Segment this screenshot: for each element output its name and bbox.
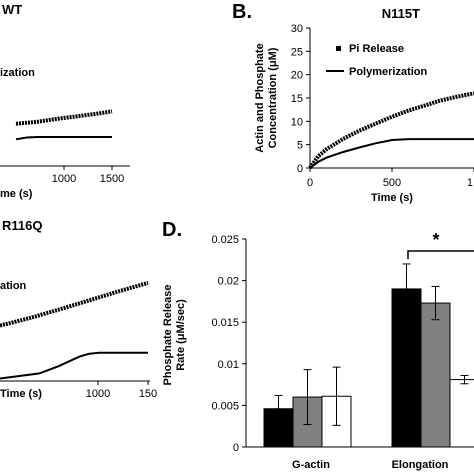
panel-d-y-tick-label: 0.015 bbox=[211, 317, 239, 329]
panel-d-y-tick-label: 0 bbox=[233, 442, 239, 454]
panel-b-y-title-line-1: Actin and Phosphate bbox=[254, 43, 266, 152]
panel-b-y-ticks: 0 5 10 15 20 25 30 bbox=[291, 23, 310, 175]
panel-a: WT ization 1000 1500 me (s) bbox=[0, 2, 130, 200]
panel-b-y-tick-label: 30 bbox=[291, 23, 303, 35]
panel-a-x-title: me (s) bbox=[0, 188, 33, 200]
panel-d-y-ticks: 0 0.005 0.01 0.015 0.02 0.025 bbox=[211, 234, 246, 454]
panel-d-y-tick-label: 0.025 bbox=[211, 234, 239, 246]
panel-d-bar bbox=[420, 302, 451, 448]
panel-c-name: R116Q bbox=[2, 218, 42, 233]
panel-d-bars bbox=[263, 263, 474, 448]
panel-b-y-tick-label: 0 bbox=[297, 163, 303, 175]
panel-b-letter: B. bbox=[232, 1, 252, 23]
panel-d-y-tick-label: 0.01 bbox=[218, 359, 239, 371]
panel-a-name: WT bbox=[2, 2, 22, 17]
panel-b-x-tick-label-500: 500 bbox=[383, 177, 401, 189]
panel-b-legend-marker-points bbox=[336, 46, 341, 51]
panel-d-y-tick-label: 0.02 bbox=[218, 276, 239, 288]
panel-d-bar bbox=[449, 379, 474, 448]
panel-d-y-tick-label: 0.005 bbox=[211, 400, 239, 412]
panel-b-legend-pi-release: Pi Release bbox=[349, 43, 404, 55]
panel-d-significance-star: * bbox=[432, 230, 439, 250]
panel-a-pi-release-points bbox=[15, 109, 113, 126]
panel-a-tick-label-1000: 1000 bbox=[52, 173, 76, 185]
panel-a-polymerization-line bbox=[15, 136, 112, 141]
panel-b-pi-release-points bbox=[308, 91, 474, 170]
panel-c-tick-label-150: 150 bbox=[139, 388, 157, 400]
panel-d-y-title-line-1: Phosphate Release bbox=[162, 285, 174, 386]
panel-b-y-tick-label: 10 bbox=[291, 116, 303, 128]
panel-a-tick-label-1500: 1500 bbox=[100, 173, 124, 185]
panel-b-x-tick-label-1: 1 bbox=[467, 177, 473, 189]
panel-c-polymerization-line bbox=[0, 351, 148, 380]
panel-d-significance-bracket bbox=[407, 250, 474, 259]
panel-b-y-tick-label: 5 bbox=[297, 140, 303, 152]
panel-c-legend-entry: ation bbox=[0, 280, 27, 292]
panel-d: D. Phosphate Release Rate (μM/sec) 0 0.00… bbox=[162, 219, 474, 471]
panel-a-legend-entry: ization bbox=[0, 67, 35, 79]
panel-d-category-g-actin: G-actin bbox=[292, 459, 330, 471]
panel-d-letter: D. bbox=[162, 219, 182, 241]
panel-b-y-title-line-2: Concentration (μM) bbox=[267, 47, 279, 148]
panel-b-legend-polymerization: Polymerization bbox=[349, 66, 428, 78]
panel-b-name: N115T bbox=[382, 6, 420, 21]
panel-b-y-tick-label: 25 bbox=[291, 46, 303, 58]
panel-b-polymerization-line bbox=[309, 138, 474, 169]
panel-b-x-title: Time (s) bbox=[371, 192, 413, 204]
panel-c-tick-label-1000: 1000 bbox=[86, 388, 110, 400]
panel-b-y-tick-label: 15 bbox=[291, 93, 303, 105]
panel-d-y-title-line-2: Rate (μM/sec) bbox=[175, 299, 187, 371]
panel-c: R116Q ation Time (s) 1000 150 bbox=[0, 218, 157, 400]
panel-b-y-tick-label: 20 bbox=[291, 70, 303, 82]
panel-c-x-title: Time (s) bbox=[0, 388, 42, 400]
panel-b-x-tick-label-0: 0 bbox=[307, 177, 313, 189]
panel-c-pi-release-points bbox=[0, 280, 149, 328]
panel-b: B. N115T Actin and Phosphate Concentrati… bbox=[232, 1, 474, 204]
panel-d-category-elongation: Elongation bbox=[392, 459, 449, 471]
